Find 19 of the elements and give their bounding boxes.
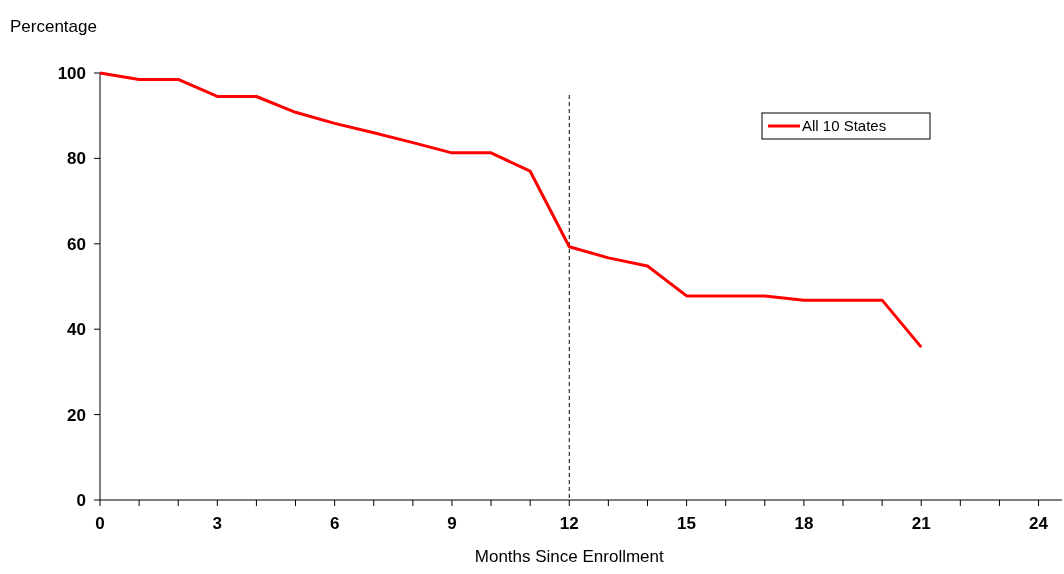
x-tick-label: 18 <box>794 514 814 533</box>
x-axis-title: Months Since Enrollment <box>474 547 665 566</box>
x-tick-label: 12 <box>559 514 579 533</box>
x-tick-label: 0 <box>95 514 105 533</box>
x-tick-label: 21 <box>911 514 931 533</box>
x-tick-label: 15 <box>677 514 697 533</box>
y-tick-label: 40 <box>67 320 86 340</box>
x-tick-label: 9 <box>447 514 457 533</box>
x-tick-label: 6 <box>329 514 340 533</box>
y-tick-label: 20 <box>67 405 86 425</box>
y-tick-label: 0 <box>76 490 86 510</box>
x-tick-label: 24 <box>1029 514 1049 533</box>
line-series <box>98 71 923 349</box>
legend-label: All 10 States <box>802 117 887 135</box>
x-tick-label: 3 <box>212 514 223 533</box>
y-tick-label: 100 <box>57 63 86 83</box>
y-axis-title: Percentage <box>10 17 97 36</box>
y-tick-label: 60 <box>67 234 86 254</box>
y-tick-label: 80 <box>67 149 86 169</box>
